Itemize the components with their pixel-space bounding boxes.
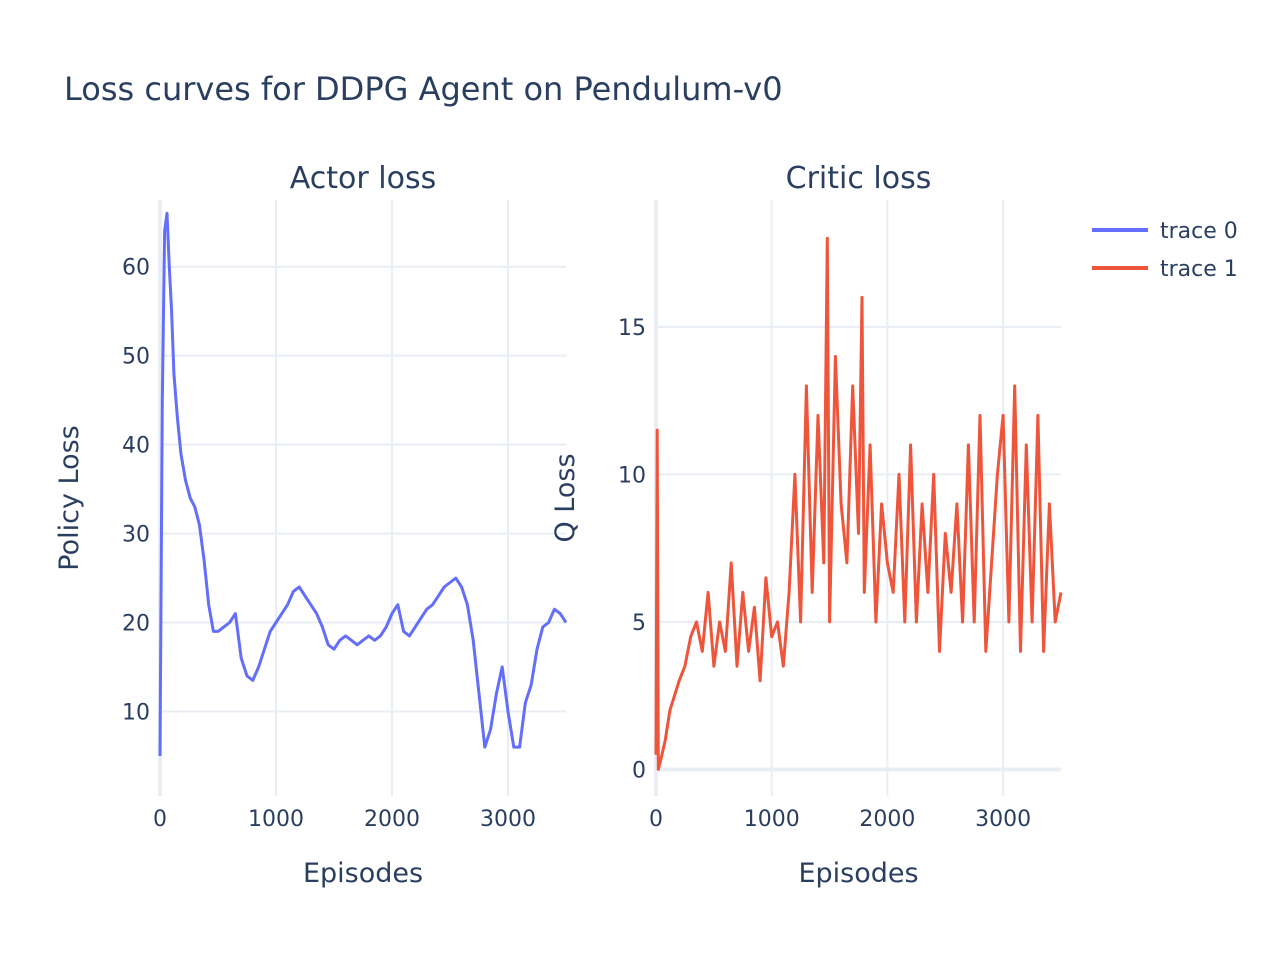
subplot-title: Actor loss [290,161,436,196]
y-tick-label: 30 [122,523,150,548]
y-tick-label: 50 [122,345,150,370]
legend-item-trace-1[interactable]: trace 1 [1092,257,1238,282]
figure-title: Loss curves for DDPG Agent on Pendulum-v… [64,70,783,108]
x-tick-label: 0 [153,807,167,832]
y-axis-title: Policy Loss [54,425,85,570]
x-axis-title: Episodes [798,858,918,889]
y-axis-title: Q Loss [550,453,581,542]
legend-label: trace 0 [1160,219,1238,244]
x-tick-label: 3000 [975,807,1031,832]
y-tick-label: 40 [122,434,150,459]
series-line-trace-1[interactable] [654,236,1063,771]
legend[interactable]: trace 0 trace 1 [1092,219,1238,282]
subplot-title: Critic loss [786,161,932,196]
y-tick-label: 10 [122,700,150,725]
x-tick-label: 1000 [248,807,304,832]
actor-loss-panel: 0 1000 2000 3000 10 20 30 40 50 60 Actor loss Episo… [54,161,568,889]
x-tick-label: 2000 [364,807,420,832]
x-tick-label: 2000 [859,807,915,832]
y-tick-label: 15 [618,316,646,341]
legend-item-trace-0[interactable]: trace 0 [1092,219,1238,244]
legend-label: trace 1 [1160,257,1238,282]
x-tick-label: 0 [649,807,663,832]
y-tick-label: 5 [632,611,646,636]
critic-loss-panel: 0 1000 2000 3000 0 5 10 15 Critic loss Episodes Q … [550,161,1063,889]
x-tick-label: 1000 [744,807,800,832]
x-tick-label: 3000 [480,807,536,832]
x-axis-title: Episodes [303,858,423,889]
y-tick-label: 10 [618,463,646,488]
y-tick-label: 60 [122,256,150,281]
series-line-trace-0[interactable] [158,211,568,757]
y-tick-label: 20 [122,612,150,637]
y-tick-label: 0 [632,758,646,783]
